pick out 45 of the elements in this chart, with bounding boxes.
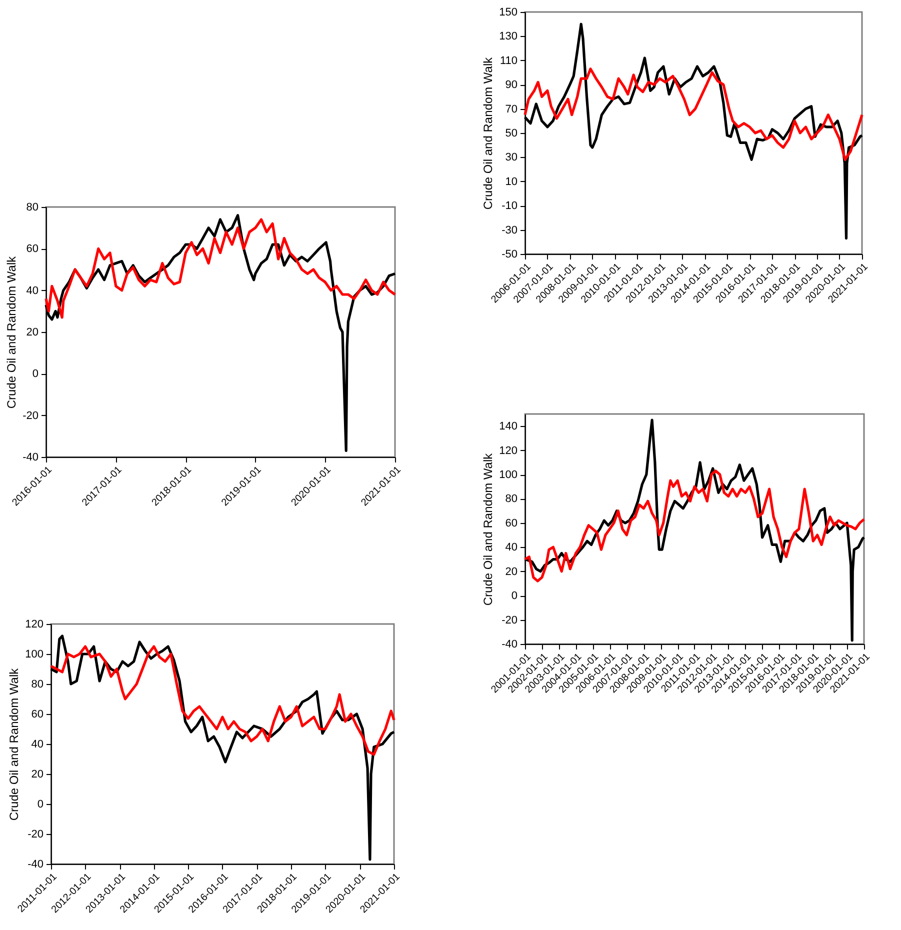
y-tick-label: 80	[31, 678, 44, 690]
y-tick-label: 120	[25, 618, 44, 630]
y-tick-label: -10	[502, 200, 518, 212]
y-tick-label: -20	[28, 828, 44, 840]
y-tick-label: -40	[28, 858, 44, 870]
y-tick-label: 0	[37, 798, 44, 810]
y-tick-label: 100	[25, 648, 44, 660]
y-tick-label: -40	[502, 638, 518, 650]
y-axis-title: Crude Oil and Random Walk	[7, 667, 22, 821]
y-tick-label: 100	[499, 469, 518, 482]
y-tick-label: 20	[505, 566, 518, 578]
y-tick-label: 30	[505, 152, 518, 164]
y-tick-label: 60	[505, 517, 518, 530]
y-tick-label: 130	[499, 30, 518, 43]
y-tick-label: 10	[505, 176, 518, 188]
y-tick-label: 40	[31, 738, 44, 750]
line-series	[524, 68, 864, 161]
y-tick-label: 80	[505, 493, 518, 506]
y-tick-label: 50	[505, 128, 518, 140]
y-tick-label: -20	[502, 614, 518, 626]
y-tick-label: 120	[499, 444, 518, 457]
y-tick-label: 20	[26, 326, 38, 338]
y-tick-label: -30	[502, 224, 518, 236]
y-axis-title: Crude Oil and Random Walk	[481, 56, 496, 210]
y-tick-label: 70	[505, 103, 518, 116]
y-tick-label: 60	[31, 708, 44, 720]
y-tick-label: 40	[26, 284, 38, 297]
y-tick-label: -50	[502, 248, 518, 260]
y-tick-label: 90	[505, 79, 518, 92]
y-tick-label: -40	[22, 452, 38, 464]
y-axis-title: Crude Oil and Random Walk	[481, 452, 496, 606]
line-series	[50, 645, 396, 756]
y-tick-label: -20	[22, 410, 38, 422]
y-tick-label: 140	[499, 420, 518, 433]
y-tick-label: 0	[511, 590, 518, 602]
y-tick-label: 80	[26, 202, 38, 214]
y-tick-label: 0	[32, 368, 38, 380]
y-tick-label: 60	[26, 243, 38, 256]
y-tick-label: 150	[499, 6, 518, 18]
line-series	[524, 470, 866, 582]
line-series	[44, 218, 396, 319]
y-axis-title: Crude Oil and Random Walk	[4, 255, 19, 409]
y-tick-label: 110	[500, 54, 518, 67]
y-tick-label: 20	[31, 768, 44, 780]
y-tick-label: 40	[505, 542, 518, 554]
